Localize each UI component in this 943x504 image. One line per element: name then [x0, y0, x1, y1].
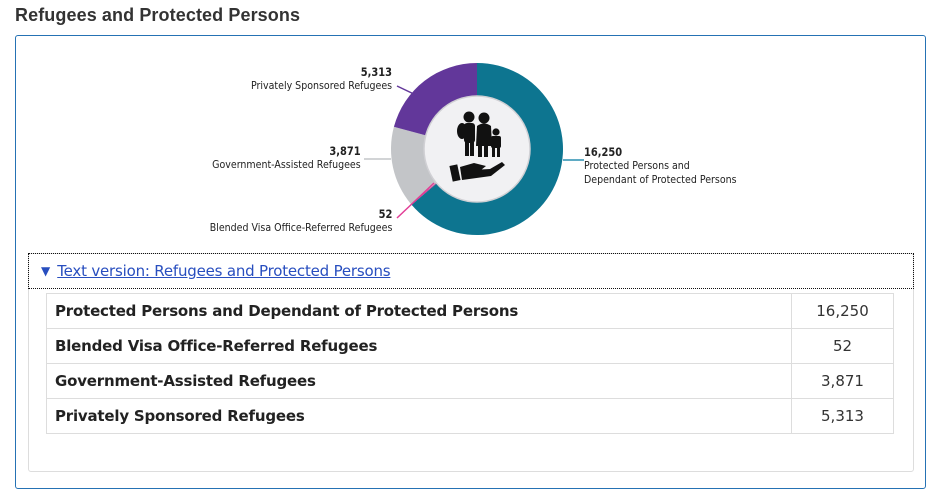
figure-panel: [15, 35, 926, 489]
row-label: Government-Assisted Refugees: [46, 363, 792, 399]
donut-chart: 5,313 Privately Sponsored Refugees 3,871…: [0, 0, 943, 250]
donut-center: [423, 95, 531, 203]
row-label: Blended Visa Office-Referred Refugees: [46, 328, 792, 364]
slice-protected-persons: [411, 63, 563, 235]
family-in-hand-icon: [449, 111, 505, 182]
text-version-toggle[interactable]: ▼ Text version: Refugees and Protected P…: [28, 253, 914, 289]
expanded-triangle-icon: ▼: [41, 264, 51, 278]
slice-value: 16,250: [584, 145, 623, 159]
page-title: Refugees and Protected Persons: [15, 5, 301, 25]
slice-name: Blended Visa Office-Referred Refugees: [209, 221, 392, 234]
slice-label-privately-sponsored: 5,313 Privately Sponsored Refugees: [251, 65, 392, 93]
row-label: Protected Persons and Dependant of Prote…: [46, 293, 792, 329]
row-label: Privately Sponsored Refugees: [46, 398, 792, 434]
table-row: Privately Sponsored Refugees 5,313: [46, 398, 894, 434]
slice-privately-sponsored: [393, 63, 477, 136]
slice-value: 3,871: [329, 144, 361, 158]
table-row: Blended Visa Office-Referred Refugees 52: [46, 328, 894, 364]
leader-line-blended-visa: [396, 182, 435, 219]
slice-name: Protected Persons and: [584, 159, 690, 172]
row-value: 5,313: [791, 398, 894, 434]
row-value: 16,250: [791, 293, 894, 329]
text-version-table: Protected Persons and Dependant of Prote…: [46, 293, 894, 434]
slice-name: Dependant of Protected Persons: [584, 173, 737, 186]
slice-name: Government-Assisted Refugees: [212, 158, 361, 171]
slice-value: 5,313: [360, 65, 392, 79]
table-row: Protected Persons and Dependant of Prote…: [46, 293, 894, 329]
row-value: 3,871: [791, 363, 894, 399]
slice-label-government-assisted: 3,871 Government-Assisted Refugees: [213, 144, 361, 172]
slice-label-blended-visa: 52 Blended Visa Office-Referred Refugees: [209, 207, 392, 235]
donut-chart-svg: [364, 63, 584, 235]
slice-name: Privately Sponsored Refugees: [250, 79, 392, 92]
slice-government-assisted: [390, 126, 437, 204]
slice-value: 52: [378, 207, 392, 221]
leader-line-privately-sponsored: [396, 85, 419, 97]
row-value: 52: [791, 328, 894, 364]
text-version-link[interactable]: Text version: Refugees and Protected Per…: [57, 262, 391, 280]
slice-label-protected-persons: 16,250 Protected Persons and Dependant o…: [584, 145, 737, 187]
table-row: Government-Assisted Refugees 3,871: [46, 363, 894, 399]
